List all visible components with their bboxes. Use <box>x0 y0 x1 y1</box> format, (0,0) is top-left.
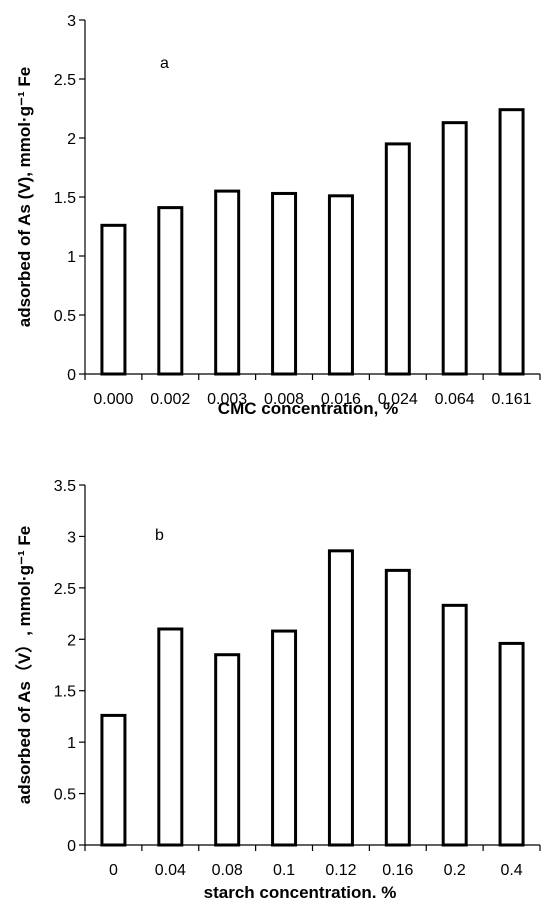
x-tick-label-a: 0.016 <box>321 391 361 408</box>
bar-a-0 <box>100 223 127 376</box>
bar-b-3 <box>271 629 298 847</box>
y-tick-label-b: 0 <box>67 838 76 855</box>
chart-panel-a: a adsorbed of As (V), mmol·g⁻¹ Fe CMC co… <box>15 13 541 418</box>
bar-b-0 <box>100 713 127 847</box>
y-tick-label-b: 0.5 <box>54 787 76 804</box>
y-tick-label-a: 2.5 <box>54 72 76 89</box>
y-tick-label-a: 2 <box>67 131 76 148</box>
y-axis-label-a: adsorbed of As (V), mmol·g⁻¹ Fe <box>15 67 34 328</box>
panel-label-a: a <box>160 55 169 72</box>
x-tick-label-b: 0.2 <box>444 862 466 879</box>
y-tick-label-b: 2.5 <box>54 581 76 598</box>
y-tick-label-b: 3.5 <box>54 478 76 495</box>
y-tick-label-b: 2 <box>67 632 76 649</box>
y-tick-label-b: 1.5 <box>54 684 76 701</box>
bar-a-6 <box>441 121 468 376</box>
panel-label-b: b <box>155 527 164 544</box>
x-tick-label-b: 0.04 <box>155 862 186 879</box>
x-tick-label-a: 0.064 <box>435 391 475 408</box>
y-tick-label-a: 1 <box>67 249 76 266</box>
x-tick-label-b: 0.4 <box>500 862 522 879</box>
y-tick-label-b: 3 <box>67 529 76 546</box>
bar-a-1 <box>157 206 184 376</box>
bar-b-5 <box>384 568 411 847</box>
x-tick-label-a: 0.161 <box>492 391 532 408</box>
x-tick-label-a: 0.003 <box>207 391 247 408</box>
bar-b-4 <box>327 549 354 847</box>
bar-b-1 <box>157 627 184 847</box>
x-tick-label-b: 0 <box>109 862 118 879</box>
x-axis-label-a: CMC concentration, % <box>218 399 398 418</box>
x-tick-label-b: 0.16 <box>382 862 413 879</box>
bar-b-7 <box>498 641 525 847</box>
x-tick-label-a: 0.024 <box>378 391 418 408</box>
y-tick-label-a: 0.5 <box>54 308 76 325</box>
y-axis-label-b: adsorbed of As（V）, mmol·g⁻¹ Fe <box>14 526 34 804</box>
y-tick-label-a: 3 <box>67 13 76 30</box>
x-tick-label-b: 0.08 <box>212 862 243 879</box>
bar-b-2 <box>214 653 241 847</box>
x-tick-label-b: 0.12 <box>325 862 356 879</box>
x-axis-label-b: starch concentration. % <box>204 883 397 902</box>
bar-a-4 <box>327 194 354 376</box>
x-tick-label-a: 0.002 <box>150 391 190 408</box>
bar-a-3 <box>271 191 298 376</box>
y-tick-label-a: 1.5 <box>54 190 76 207</box>
bar-b-6 <box>441 603 468 847</box>
chart-panel-b: b adsorbed of As（V）, mmol·g⁻¹ Fe starch … <box>14 478 541 902</box>
x-tick-label-a: 0.008 <box>264 391 304 408</box>
y-tick-label-a: 0 <box>67 367 76 384</box>
x-tick-label-a: 0.000 <box>93 391 133 408</box>
bar-a-5 <box>384 142 411 376</box>
bar-a-2 <box>214 189 241 376</box>
y-tick-label-b: 1 <box>67 735 76 752</box>
bar-a-7 <box>498 108 525 376</box>
x-tick-label-b: 0.1 <box>273 862 295 879</box>
